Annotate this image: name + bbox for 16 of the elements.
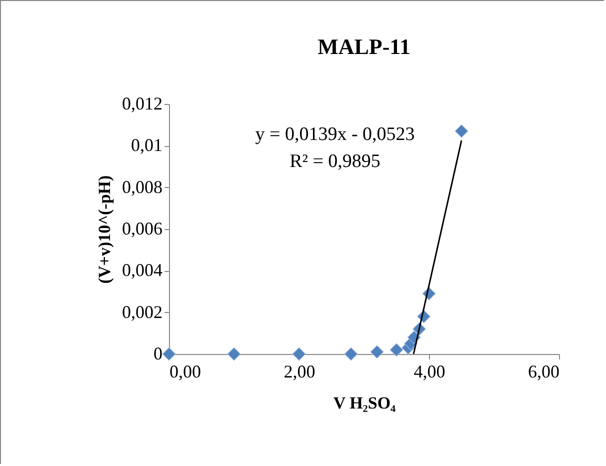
y-axis-title: (V+v)10^(-pH) [95, 175, 114, 284]
x-tick-label: 4,00 [414, 362, 446, 382]
y-tick-label: 0,008 [122, 176, 162, 197]
x-axis-title: V H₂SO₄ [333, 394, 396, 412]
x-tick-label: 6,00 [528, 362, 560, 382]
annotation: y = 0,0139x - 0,0523 [255, 124, 415, 145]
y-tick-label: 0,012 [122, 94, 162, 114]
y-tick-label: 0 [154, 344, 162, 364]
chart-title: MALP-11 [318, 34, 410, 59]
x-tick-label: 2,00 [284, 362, 316, 382]
y-tick-label: 0,01 [131, 135, 162, 156]
x-tick-label: 0,00 [170, 362, 201, 382]
y-tick-label: 0,002 [122, 302, 162, 322]
y-tick-label: 0,006 [122, 218, 162, 238]
y-tick-label: 0,004 [122, 260, 162, 280]
annotation: R² = 0,9895 [290, 151, 380, 172]
